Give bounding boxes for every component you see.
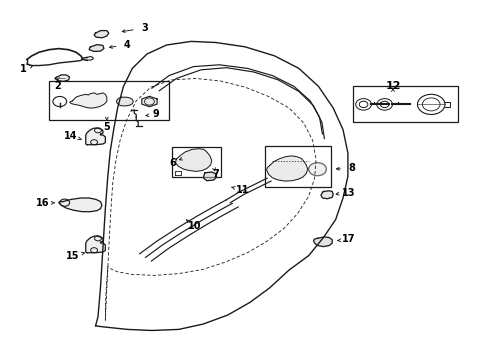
Text: 15: 15 [66, 251, 79, 261]
Text: 6: 6 [169, 158, 176, 168]
Text: 3: 3 [141, 23, 148, 33]
Text: 7: 7 [212, 169, 219, 179]
Text: 1: 1 [20, 64, 27, 74]
Text: 12: 12 [385, 81, 401, 91]
Polygon shape [267, 156, 308, 181]
Bar [353, 86, 458, 122]
Polygon shape [117, 97, 133, 106]
Polygon shape [309, 163, 326, 176]
Bar [265, 146, 331, 187]
Text: 14: 14 [64, 131, 78, 141]
Polygon shape [94, 31, 109, 38]
Text: 16: 16 [36, 198, 50, 208]
Text: 2: 2 [54, 81, 61, 91]
Polygon shape [175, 149, 212, 171]
Polygon shape [142, 96, 157, 107]
Polygon shape [89, 45, 104, 51]
Text: 17: 17 [342, 234, 356, 244]
Text: 4: 4 [124, 40, 131, 50]
Text: 9: 9 [152, 109, 159, 120]
Polygon shape [203, 172, 217, 181]
Polygon shape [321, 191, 333, 199]
Text: 11: 11 [236, 185, 250, 195]
Text: 10: 10 [188, 221, 202, 231]
Polygon shape [59, 198, 102, 212]
Text: 13: 13 [342, 188, 356, 198]
Polygon shape [314, 237, 332, 247]
Polygon shape [86, 236, 105, 253]
Polygon shape [86, 128, 105, 145]
Bar [172, 147, 220, 177]
Bar [49, 81, 169, 120]
Text: 8: 8 [348, 163, 355, 173]
Polygon shape [55, 75, 70, 81]
Polygon shape [70, 93, 107, 108]
Text: 5: 5 [103, 122, 110, 132]
